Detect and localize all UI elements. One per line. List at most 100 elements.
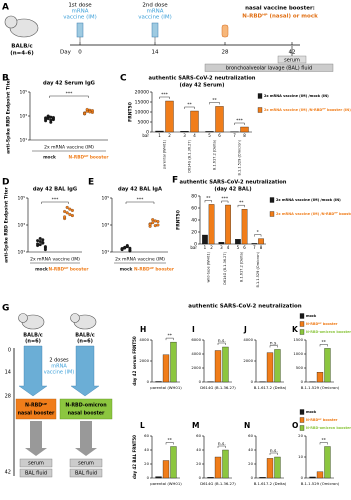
bar-number: 4 — [227, 245, 230, 250]
y-tick-label: 10⁵ — [17, 196, 25, 202]
panel-letter: G — [2, 304, 9, 314]
dose-arrow — [18, 345, 48, 397]
y-tick-label: 500 — [296, 365, 304, 370]
bar — [225, 204, 231, 245]
bar — [235, 239, 241, 245]
significance-label: ** — [167, 438, 172, 444]
dose-label: vaccine (IM) — [63, 15, 96, 21]
y-tick-label: 40 — [196, 447, 201, 452]
significance-bracket — [165, 442, 174, 445]
data-point — [41, 238, 45, 242]
booster-label: N-RBDᴴᴾ (nasal) or mock — [242, 13, 318, 20]
data-point — [125, 244, 129, 248]
bar — [155, 130, 164, 133]
y-tick-label: 10⁵ — [101, 196, 109, 202]
y-tick-label: 4000 — [191, 351, 201, 356]
y-axis-label: FRNT50 — [176, 210, 182, 230]
legend-label: 2x mRNA vaccine (IM) /N-RBDᴴᴾ booster (I… — [264, 108, 351, 112]
significance-bracket — [165, 337, 174, 341]
data-point — [90, 109, 94, 113]
bar — [274, 456, 281, 479]
bar-axis-label: bar — [190, 245, 197, 250]
significance-label: n.s. — [270, 341, 278, 346]
dose-arrow — [70, 345, 100, 397]
legend-label: N-RBD-omicron booster — [306, 330, 351, 334]
y-tick-label: 10⁵ — [19, 90, 27, 96]
booster-label: N-RBDᴴᴾ — [25, 403, 48, 409]
category-label: N-RBDᴴᴾ booster — [134, 267, 175, 273]
category-label: B.1.617.2 (Delta) — [213, 139, 217, 170]
chart-title: authentic SARS-CoV-2 neutralization — [149, 76, 256, 82]
booster-title: nasal vaccine booster: — [245, 6, 315, 12]
y-tick-label: 40 — [144, 447, 149, 452]
legend-label: 2x mRNA vaccine (IM) /mock (IN) — [264, 94, 329, 98]
bar — [316, 372, 324, 383]
data-point — [38, 239, 42, 243]
y-tick-label: 0 — [199, 475, 202, 480]
bar-number: 5 — [237, 245, 240, 250]
chart-title: day 42 Serum IgG — [43, 81, 95, 87]
booster-label: N-RBD-omicron — [65, 403, 107, 409]
y-tick-label: 2000 — [243, 358, 253, 363]
bar — [222, 346, 229, 383]
bar-number: 7 — [253, 245, 256, 250]
mouse-label: BALB/c — [11, 44, 32, 50]
significance-bracket — [217, 342, 226, 345]
y-axis-label: FRNT50 — [128, 102, 134, 122]
significance-bracket — [217, 445, 226, 448]
bar — [202, 234, 208, 245]
data-point — [49, 118, 53, 122]
panel-letter: C — [120, 74, 127, 84]
significance-label: *** — [221, 196, 229, 202]
y-tick-label: 15000 — [135, 100, 149, 106]
output-label: serum — [28, 461, 44, 467]
significance-label: * — [257, 230, 260, 236]
mouse-label: (n=6) — [25, 339, 41, 345]
bar — [258, 238, 264, 245]
bar — [316, 471, 324, 479]
row-title: authentic SARS-CoV-2 neutralization — [188, 304, 301, 310]
y-tick-label: 10³ — [19, 114, 27, 120]
y-tick-label: 0 — [147, 475, 150, 480]
bal-box — [204, 63, 334, 72]
panel-letter: J — [243, 325, 247, 334]
significance-bracket — [269, 452, 278, 455]
category-label: B.1.1.529 (Omicron) — [256, 251, 260, 287]
x-axis-label: 2x mRNA vaccine (IM) — [115, 257, 165, 263]
bar — [274, 349, 281, 383]
bar-number: 2 — [210, 245, 213, 250]
mouse-label: BALB/c — [23, 333, 43, 339]
bar — [214, 456, 222, 479]
legend-swatch — [257, 93, 263, 99]
data-point — [70, 208, 74, 212]
significance-bracket — [159, 96, 170, 99]
y-tick-label: 5000 — [138, 120, 150, 126]
output-label: BAL fluid — [75, 471, 97, 477]
data-point — [153, 224, 157, 228]
bar — [170, 446, 177, 479]
significance-bracket — [41, 201, 69, 204]
y-tick-label: 10¹ — [19, 138, 27, 144]
significance-label: n.s. — [270, 449, 278, 454]
bar — [155, 381, 162, 383]
bar-number: 1 — [204, 245, 207, 250]
data-point — [49, 115, 53, 119]
bar-number: 3 — [183, 133, 186, 138]
serum-label: serum — [284, 57, 300, 63]
significance-bracket — [237, 205, 245, 208]
legend-label: N-RBD-omicron booster — [306, 426, 351, 430]
data-point — [43, 245, 47, 249]
y-tick-label: 20 — [144, 461, 149, 466]
bar-number: 7 — [233, 133, 236, 138]
bar — [324, 446, 331, 479]
bar-number: 1 — [158, 133, 161, 138]
bar — [162, 460, 170, 479]
data-point — [88, 110, 92, 114]
y-axis-label: anti-Spike RBD Endpoint Titer — [6, 77, 12, 154]
data-point — [70, 214, 74, 218]
legend-swatch — [299, 409, 305, 415]
significance-bracket — [221, 200, 229, 203]
dose-label: mRNA — [51, 364, 67, 370]
y-tick-label: 60 — [248, 433, 253, 438]
